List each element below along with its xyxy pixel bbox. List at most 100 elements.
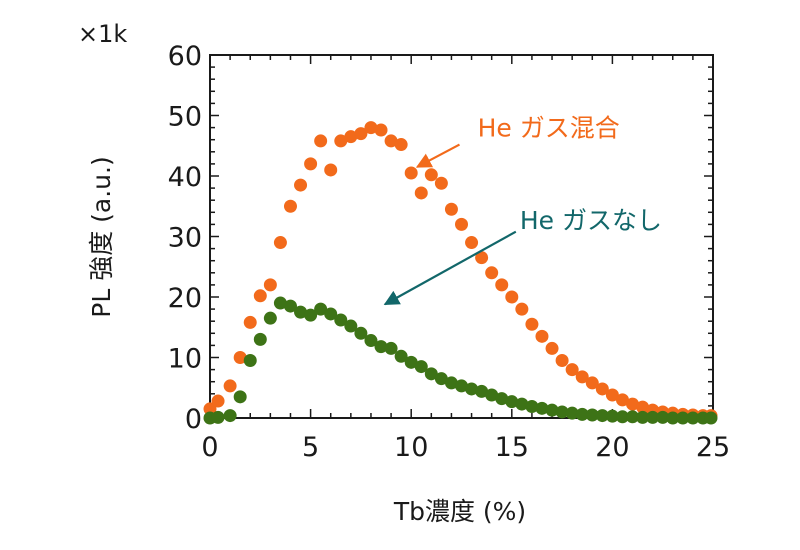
data-point bbox=[283, 299, 297, 313]
data-point bbox=[704, 411, 718, 425]
data-point bbox=[525, 317, 539, 331]
data-point bbox=[263, 311, 277, 325]
y-tick-label: 60 bbox=[168, 41, 202, 72]
y-tick-label: 30 bbox=[168, 223, 202, 254]
data-point bbox=[656, 410, 670, 424]
data-point bbox=[384, 134, 398, 148]
data-point bbox=[203, 402, 217, 416]
data-point bbox=[294, 305, 308, 319]
annotation-label: He ガスなし bbox=[520, 206, 662, 235]
x-tick-label: 20 bbox=[595, 432, 629, 463]
data-point bbox=[304, 308, 318, 322]
data-point bbox=[515, 397, 529, 411]
data-point bbox=[414, 186, 428, 200]
data-point bbox=[414, 360, 428, 374]
data-point bbox=[243, 354, 257, 368]
data-point bbox=[263, 278, 277, 292]
data-point bbox=[324, 163, 338, 177]
data-point bbox=[314, 302, 328, 316]
data-point bbox=[605, 388, 619, 402]
data-point bbox=[595, 409, 609, 423]
data-point bbox=[233, 390, 247, 404]
data-point bbox=[565, 406, 579, 420]
data-point bbox=[575, 407, 589, 421]
data-point bbox=[273, 236, 287, 250]
data-point bbox=[354, 326, 368, 340]
data-point bbox=[424, 168, 438, 182]
data-point bbox=[253, 332, 267, 346]
data-point bbox=[475, 251, 489, 265]
data-point bbox=[475, 384, 489, 398]
data-point bbox=[394, 349, 408, 363]
data-point bbox=[211, 394, 225, 408]
annotation-arrow bbox=[415, 143, 461, 168]
y-tick-label: 50 bbox=[168, 102, 202, 133]
data-point bbox=[485, 266, 499, 280]
data-point bbox=[364, 121, 378, 135]
data-point bbox=[495, 392, 509, 406]
annotation-he-gas-mixed: He ガス混合 bbox=[415, 114, 620, 168]
y-tick-label: 40 bbox=[168, 162, 202, 193]
data-point bbox=[374, 123, 388, 137]
data-point bbox=[344, 130, 358, 144]
data-point bbox=[505, 395, 519, 409]
data-point bbox=[646, 410, 660, 424]
data-point bbox=[304, 157, 318, 171]
data-point bbox=[404, 355, 418, 369]
x-tick-label: 0 bbox=[201, 432, 218, 463]
x-axis-title: Tb濃度 (%) bbox=[393, 497, 526, 526]
data-point bbox=[394, 138, 408, 152]
plot-axes bbox=[209, 54, 714, 419]
data-point bbox=[364, 334, 378, 348]
data-point bbox=[515, 302, 529, 316]
data-point bbox=[384, 341, 398, 355]
data-point bbox=[223, 379, 237, 393]
y-axis-title: PL 強度 (a.u.) bbox=[87, 156, 116, 317]
data-point bbox=[605, 409, 619, 423]
data-point bbox=[545, 403, 559, 417]
data-point bbox=[585, 376, 599, 390]
data-point bbox=[223, 409, 237, 423]
data-point bbox=[444, 202, 458, 216]
data-point bbox=[465, 382, 479, 396]
data-point bbox=[565, 363, 579, 377]
data-point bbox=[626, 410, 640, 424]
data-point bbox=[626, 397, 640, 411]
data-point bbox=[211, 410, 225, 424]
x-tick-label: 5 bbox=[302, 432, 319, 463]
x-tick-label: 15 bbox=[495, 432, 529, 463]
data-point bbox=[555, 405, 569, 419]
annotation-arrow bbox=[383, 230, 517, 306]
data-point bbox=[615, 410, 629, 424]
y-tick-label: 20 bbox=[168, 283, 202, 314]
data-point bbox=[455, 217, 468, 231]
data-point bbox=[636, 400, 650, 414]
data-point bbox=[374, 340, 388, 354]
plot-frame bbox=[209, 54, 714, 419]
data-point bbox=[545, 341, 559, 355]
annotation-label: He ガス混合 bbox=[478, 114, 620, 143]
data-point bbox=[505, 290, 519, 304]
x-tick-labels: 0 5 10 15 20 25 bbox=[201, 432, 730, 463]
data-point bbox=[555, 354, 569, 368]
data-point bbox=[354, 127, 368, 141]
data-point bbox=[575, 370, 589, 384]
data-point bbox=[294, 178, 308, 192]
data-point bbox=[615, 393, 629, 407]
annotation-he-gas-none: He ガスなし bbox=[383, 206, 662, 306]
data-series bbox=[203, 121, 718, 425]
y-multiplier-label: ×1k bbox=[78, 20, 127, 48]
data-point bbox=[535, 401, 549, 415]
data-point bbox=[283, 199, 297, 213]
data-point bbox=[686, 411, 700, 425]
data-point bbox=[444, 376, 458, 390]
data-point bbox=[535, 329, 549, 343]
data-point bbox=[465, 236, 479, 250]
data-point bbox=[525, 400, 539, 414]
data-point bbox=[404, 166, 418, 180]
x-tick-label: 10 bbox=[394, 432, 428, 463]
data-point bbox=[233, 351, 247, 364]
data-point bbox=[344, 319, 358, 333]
data-point bbox=[324, 307, 338, 321]
